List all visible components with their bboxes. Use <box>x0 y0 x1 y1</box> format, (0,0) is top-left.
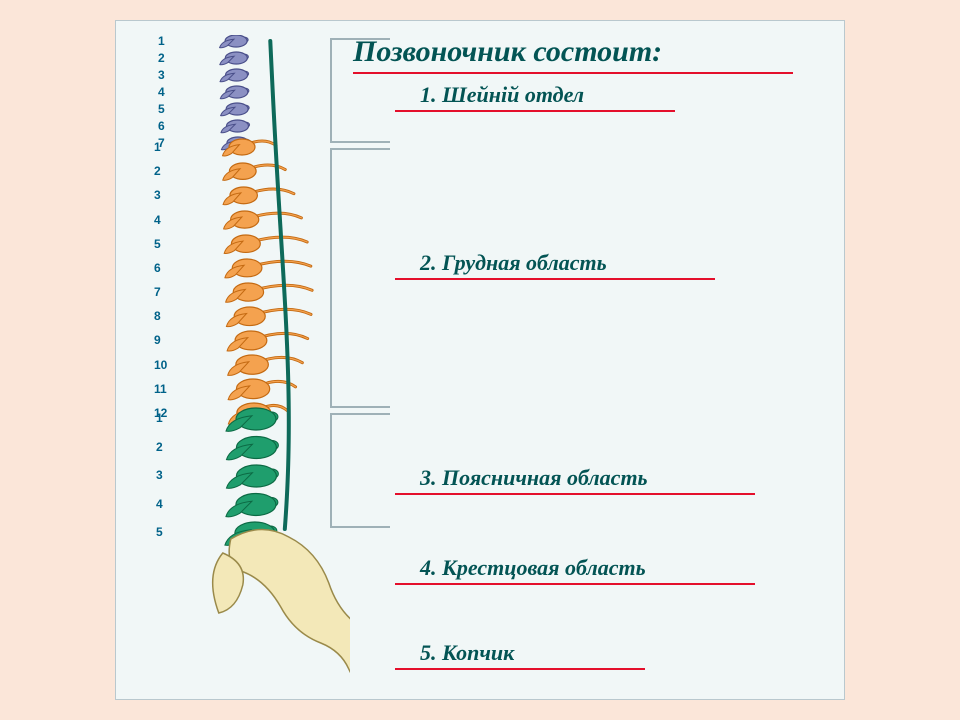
vertebra-number: 5 <box>158 102 165 116</box>
section-label-3: 3. Поясничная область <box>420 465 648 491</box>
title-underline <box>353 72 793 74</box>
section-underline-2 <box>395 278 715 280</box>
vertebra-number: 2 <box>156 440 163 454</box>
section-bracket-1 <box>330 38 390 143</box>
vertebra-number: 1 <box>156 411 163 425</box>
vertebra-number: 7 <box>154 285 161 299</box>
vertebra-number: 4 <box>158 85 165 99</box>
section-bracket-2 <box>330 148 390 408</box>
section-label-4: 4. Крестцовая область <box>420 555 646 581</box>
vertebra-number: 4 <box>154 213 161 227</box>
vertebra-number: 3 <box>156 468 163 482</box>
vertebra-number: 2 <box>158 51 165 65</box>
vertebra-number: 3 <box>154 188 161 202</box>
section-label-2: 2. Грудная область <box>420 250 607 276</box>
spine-illustration <box>170 35 350 690</box>
vertebra-number: 1 <box>158 34 165 48</box>
section-bracket-3 <box>330 413 390 528</box>
section-label-5: 5. Копчик <box>420 640 514 666</box>
diagram-title: Позвоночник состоит: <box>353 35 662 69</box>
vertebra-number: 1 <box>154 140 161 154</box>
section-underline-4 <box>395 583 755 585</box>
vertebra-number: 6 <box>158 119 165 133</box>
section-underline-5 <box>395 668 645 670</box>
section-underline-1 <box>395 110 675 112</box>
vertebra-number: 10 <box>154 358 167 372</box>
section-underline-3 <box>395 493 755 495</box>
vertebra-number: 8 <box>154 309 161 323</box>
vertebra-number: 6 <box>154 261 161 275</box>
vertebra-number: 4 <box>156 497 163 511</box>
vertebra-number: 11 <box>154 382 167 396</box>
vertebra-number: 3 <box>158 68 165 82</box>
canvas: 123456712345678910111212345 Позвоночник … <box>0 0 960 720</box>
vertebra-number: 9 <box>154 333 161 347</box>
vertebra-number: 5 <box>154 237 161 251</box>
section-label-1: 1. Шейній отдел <box>420 82 584 108</box>
vertebra-number: 5 <box>156 525 163 539</box>
vertebra-number: 2 <box>154 164 161 178</box>
